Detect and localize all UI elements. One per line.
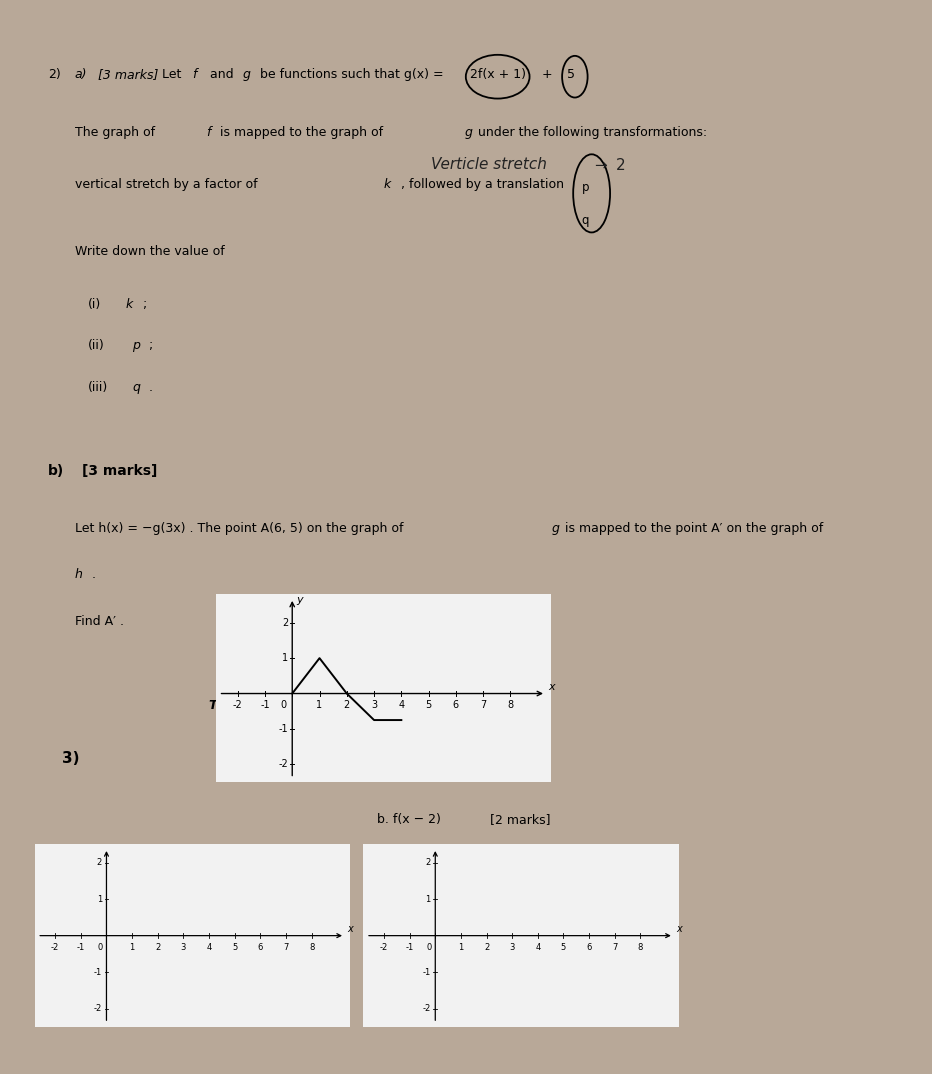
Text: h: h [75, 568, 83, 581]
Text: 7: 7 [283, 943, 289, 952]
Text: (iii): (iii) [89, 381, 109, 394]
Text: Find A′ .: Find A′ . [75, 615, 124, 628]
Text: ;: ; [139, 297, 147, 310]
Text: -1: -1 [422, 968, 431, 976]
Text: 5: 5 [561, 943, 566, 952]
Text: is mapped to the point A′ on the graph of: is mapped to the point A′ on the graph o… [561, 522, 828, 535]
Text: 3: 3 [181, 943, 186, 952]
Text: -2: -2 [380, 943, 388, 952]
Text: k: k [125, 297, 132, 310]
Text: 1: 1 [282, 653, 288, 663]
Text: a): a) [75, 69, 88, 82]
Text: b): b) [48, 464, 64, 478]
Text: 7: 7 [480, 700, 487, 710]
Text: Let: Let [162, 69, 185, 82]
Text: -2: -2 [233, 700, 242, 710]
Text: g: g [242, 69, 251, 82]
Text: 2: 2 [484, 943, 489, 952]
Text: 8: 8 [308, 943, 314, 952]
Text: The graph of y = f(x) is shown in the diagram.: The graph of y = f(x) is shown in the di… [209, 699, 530, 712]
Text: 2: 2 [281, 618, 288, 628]
Text: 1: 1 [425, 895, 431, 903]
Text: 5: 5 [232, 943, 238, 952]
Text: 6: 6 [586, 943, 592, 952]
Text: $\rightarrow$ 2: $\rightarrow$ 2 [592, 157, 625, 173]
Text: Verticle stretch: Verticle stretch [431, 157, 546, 172]
Text: p: p [582, 180, 589, 194]
Text: +: + [541, 69, 552, 82]
Text: [2 marks]: [2 marks] [477, 813, 550, 826]
Text: (ii): (ii) [89, 339, 105, 352]
Text: -2: -2 [93, 1004, 102, 1013]
Text: is mapped to the graph of: is mapped to the graph of [216, 126, 387, 139]
Text: under the following transformations:: under the following transformations: [474, 126, 707, 139]
Text: a.  2 f(x): a. 2 f(x) [48, 855, 102, 868]
Text: 8: 8 [507, 700, 514, 710]
Text: 6: 6 [257, 943, 263, 952]
Text: 3): 3) [62, 751, 79, 766]
Text: (i): (i) [89, 297, 102, 310]
Text: 2f(x + 1): 2f(x + 1) [470, 69, 526, 82]
Text: y: y [296, 595, 303, 605]
Text: 4: 4 [535, 943, 541, 952]
Text: 7: 7 [612, 943, 618, 952]
Text: [2 marks]: [2 marks] [149, 855, 217, 868]
Text: 4: 4 [206, 943, 212, 952]
Text: f: f [192, 69, 197, 82]
Text: -2: -2 [279, 759, 288, 769]
Text: x: x [548, 682, 555, 692]
Text: 5: 5 [567, 69, 575, 82]
Text: 2: 2 [344, 700, 350, 710]
Text: 3: 3 [371, 700, 377, 710]
Text: q: q [582, 214, 589, 228]
Text: x: x [676, 924, 681, 933]
Text: 2: 2 [97, 858, 102, 867]
Text: q: q [132, 381, 140, 394]
Text: f: f [206, 126, 210, 139]
Text: 1: 1 [130, 943, 135, 952]
Text: k: k [384, 178, 391, 191]
Text: and: and [206, 69, 238, 82]
Text: Let h(x) = −g(3x) . The point A(6, 5) on the graph of: Let h(x) = −g(3x) . The point A(6, 5) on… [75, 522, 407, 535]
Text: g: g [552, 522, 559, 535]
Text: -2: -2 [422, 1004, 431, 1013]
Text: b. f(x − 2): b. f(x − 2) [377, 813, 441, 826]
Text: [3 marks]: [3 marks] [82, 464, 157, 478]
Text: -1: -1 [93, 968, 102, 976]
Text: 0: 0 [97, 943, 103, 952]
Text: 1: 1 [97, 895, 102, 903]
Text: p: p [132, 339, 140, 352]
Text: 0: 0 [426, 943, 432, 952]
Text: 2: 2 [155, 943, 160, 952]
Text: vertical stretch by a factor of: vertical stretch by a factor of [75, 178, 262, 191]
Text: x: x [348, 924, 353, 933]
Text: be functions such that g(x) =: be functions such that g(x) = [256, 69, 444, 82]
Text: .: . [145, 381, 154, 394]
Text: -2: -2 [51, 943, 60, 952]
Text: [3 marks]: [3 marks] [99, 69, 158, 82]
Text: -1: -1 [405, 943, 414, 952]
Text: 1: 1 [317, 700, 322, 710]
Text: , followed by a translation: , followed by a translation [397, 178, 564, 191]
Text: g: g [464, 126, 472, 139]
Text: 6: 6 [453, 700, 459, 710]
Text: 2: 2 [425, 858, 431, 867]
Text: 1: 1 [459, 943, 463, 952]
Text: -1: -1 [260, 700, 269, 710]
Text: 3: 3 [510, 943, 514, 952]
Text: 5: 5 [426, 700, 432, 710]
Text: 4: 4 [398, 700, 404, 710]
Text: The graph of: The graph of [75, 126, 159, 139]
Text: 2): 2) [48, 69, 61, 82]
Text: 0: 0 [281, 700, 287, 710]
Text: .: . [89, 568, 96, 581]
Text: ;: ; [145, 339, 154, 352]
Text: -1: -1 [279, 724, 288, 734]
Text: Write down the value of: Write down the value of [75, 246, 225, 259]
Text: -1: -1 [76, 943, 85, 952]
Text: 8: 8 [637, 943, 643, 952]
